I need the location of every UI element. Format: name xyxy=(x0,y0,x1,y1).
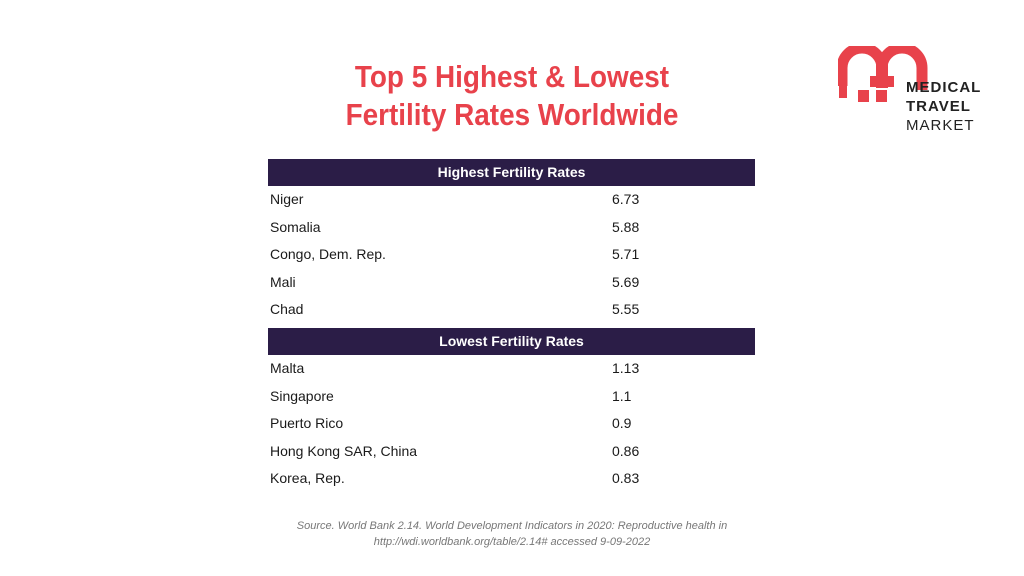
country-cell: Congo, Dem. Rep. xyxy=(270,246,386,262)
source-line-1: Source. World Bank 2.14. World Developme… xyxy=(296,520,728,532)
section-header-highest: Highest Fertility Rates xyxy=(268,159,755,186)
medical-travel-market-logo-icon xyxy=(838,46,928,102)
rate-cell: 5.88 xyxy=(612,218,640,235)
logo-word-market: MARKET xyxy=(906,117,975,134)
logo-word-travel: TRAVEL xyxy=(906,98,971,115)
source-citation: Source. World Bank 2.14. World Developme… xyxy=(250,518,774,550)
rate-cell: 5.69 xyxy=(612,273,640,290)
country-cell: Puerto Rico xyxy=(270,415,344,431)
rate-cell: 0.9 xyxy=(612,415,632,431)
country-cell: Singapore xyxy=(270,387,334,404)
highest-fertility-table: Highest Fertility Rates Niger 6.73 Somal… xyxy=(268,159,755,324)
table-row: Malta 1.13 xyxy=(268,355,755,383)
page-title: Top 5 Highest & Lowest Fertility Rates W… xyxy=(287,58,737,134)
table-row: Singapore 1.1 xyxy=(268,383,755,411)
rate-cell: 6.73 xyxy=(612,191,640,207)
rate-cell: 0.86 xyxy=(612,442,640,459)
table-row: Puerto Rico 0.9 xyxy=(268,410,755,438)
country-cell: Korea, Rep. xyxy=(270,470,345,486)
country-cell: Somalia xyxy=(270,218,321,235)
rate-cell: 5.71 xyxy=(612,246,640,262)
table-row: Hong Kong SAR, China 0.86 xyxy=(268,438,755,466)
table-row: Somalia 5.88 xyxy=(268,214,755,242)
section-header-lowest: Lowest Fertility Rates xyxy=(268,328,755,355)
rate-cell: 1.13 xyxy=(612,360,640,376)
title-line-2: Fertility Rates Worldwide xyxy=(345,97,679,132)
title-line-1: Top 5 Highest & Lowest xyxy=(354,59,670,94)
country-cell: Niger xyxy=(270,191,304,207)
source-line-2: http://wdi.worldbank.org/table/2.14# acc… xyxy=(373,536,651,548)
rate-cell: 1.1 xyxy=(612,387,632,404)
rate-cell: 5.55 xyxy=(612,301,640,317)
country-cell: Hong Kong SAR, China xyxy=(270,442,418,459)
table-row: Niger 6.73 xyxy=(268,186,755,214)
logo-word-medical: MEDICAL xyxy=(906,79,982,96)
table-row: Mali 5.69 xyxy=(268,269,755,297)
country-cell: Chad xyxy=(270,301,304,317)
country-cell: Malta xyxy=(270,360,305,376)
lowest-fertility-table: Lowest Fertility Rates Malta 1.13 Singap… xyxy=(268,328,755,493)
table-row: Korea, Rep. 0.83 xyxy=(268,465,755,493)
table-row: Congo, Dem. Rep. 5.71 xyxy=(268,241,755,269)
country-cell: Mali xyxy=(270,273,296,290)
table-row: Chad 5.55 xyxy=(268,296,755,324)
rate-cell: 0.83 xyxy=(612,470,640,486)
